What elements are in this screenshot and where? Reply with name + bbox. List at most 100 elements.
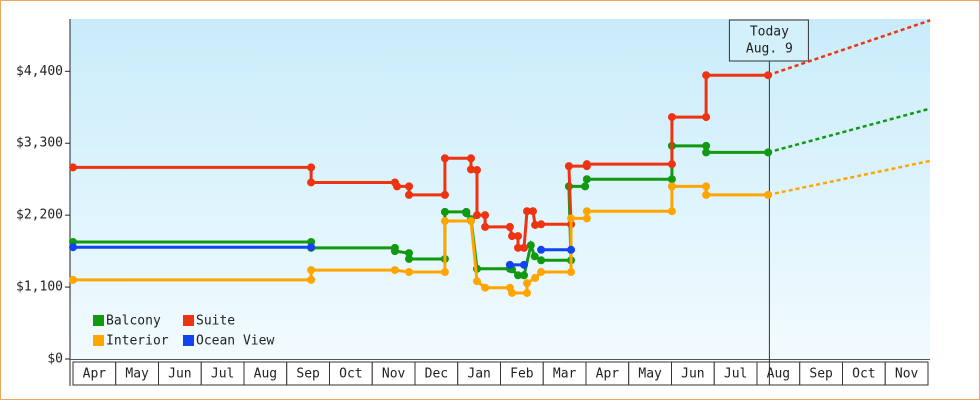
series-point bbox=[667, 175, 676, 184]
series-point bbox=[307, 178, 316, 187]
series-point bbox=[307, 266, 316, 275]
series-point bbox=[390, 247, 399, 256]
x-tick-label: Aug bbox=[254, 367, 277, 382]
today-label: Today bbox=[750, 25, 789, 40]
series-point bbox=[405, 254, 414, 263]
series-point bbox=[567, 245, 576, 254]
y-tick-label: $3,300 bbox=[16, 136, 63, 151]
series-point bbox=[467, 217, 476, 226]
series-point bbox=[702, 141, 711, 150]
x-tick-label: Dec bbox=[425, 367, 448, 382]
series-point bbox=[564, 162, 573, 171]
x-tick-label: May bbox=[638, 367, 662, 382]
x-tick-label: Oct bbox=[339, 367, 362, 382]
series-point bbox=[537, 245, 546, 254]
series-point bbox=[508, 232, 517, 241]
series-point bbox=[307, 243, 316, 252]
y-tick-label: $4,400 bbox=[16, 64, 63, 79]
series-point bbox=[307, 275, 316, 284]
series-point bbox=[528, 207, 537, 216]
x-tick-label: Sep bbox=[296, 367, 320, 382]
series-point bbox=[764, 71, 773, 80]
series-point bbox=[520, 243, 529, 252]
x-tick-label: Jun bbox=[168, 367, 191, 382]
x-tick-label: May bbox=[125, 367, 149, 382]
series-point bbox=[405, 190, 414, 199]
legend-label: Interior bbox=[106, 334, 169, 349]
series-point bbox=[537, 268, 546, 277]
series-point bbox=[472, 277, 481, 286]
y-tick-label: $1,100 bbox=[16, 280, 63, 295]
legend-label: Ocean View bbox=[196, 334, 274, 349]
series-point bbox=[440, 268, 449, 277]
series-point bbox=[405, 268, 414, 277]
y-tick-label: $0 bbox=[47, 352, 63, 367]
series-point bbox=[307, 163, 316, 172]
x-tick-label: Jun bbox=[681, 367, 704, 382]
series-point bbox=[390, 266, 399, 275]
series-point bbox=[667, 207, 676, 216]
x-tick-label: Mar bbox=[553, 367, 577, 382]
series-point bbox=[667, 182, 676, 191]
series-point bbox=[702, 148, 711, 157]
series-point bbox=[520, 260, 529, 269]
series-point bbox=[523, 207, 532, 216]
series-point bbox=[69, 163, 77, 172]
x-tick-label: Oct bbox=[852, 367, 875, 382]
x-tick-label: Feb bbox=[510, 367, 534, 382]
series-point bbox=[764, 190, 773, 199]
series-point bbox=[467, 154, 476, 163]
legend-swatch bbox=[93, 335, 104, 346]
series-point bbox=[481, 211, 490, 220]
series-point bbox=[667, 160, 676, 169]
series-point bbox=[514, 243, 523, 252]
series-point bbox=[69, 275, 77, 284]
series-point bbox=[567, 214, 576, 223]
x-tick-label: Nov bbox=[382, 367, 406, 382]
y-tick-label: $2,200 bbox=[16, 208, 63, 223]
series-point bbox=[537, 220, 546, 229]
series-point bbox=[505, 260, 514, 269]
series-point bbox=[531, 273, 540, 282]
series-point bbox=[667, 113, 676, 122]
series-point bbox=[530, 252, 539, 261]
series-point bbox=[472, 166, 481, 175]
series-point bbox=[523, 279, 532, 288]
series-point bbox=[508, 288, 517, 297]
series-point bbox=[702, 182, 711, 191]
plot-area bbox=[70, 19, 930, 359]
series-point bbox=[467, 165, 476, 174]
series-point bbox=[582, 175, 591, 184]
legend-swatch bbox=[183, 335, 194, 346]
series-point bbox=[531, 220, 540, 229]
legend-swatch bbox=[93, 315, 104, 326]
series-point bbox=[472, 211, 481, 220]
legend-swatch bbox=[183, 315, 194, 326]
series-point bbox=[567, 268, 576, 277]
series-point bbox=[582, 160, 591, 169]
x-tick-label: Apr bbox=[596, 367, 620, 382]
x-tick-label: Apr bbox=[83, 367, 107, 382]
x-tick-cell bbox=[884, 361, 929, 386]
series-point bbox=[582, 214, 591, 223]
series-point bbox=[405, 182, 414, 191]
series-point bbox=[405, 249, 414, 258]
series-point bbox=[537, 256, 546, 265]
series-point bbox=[526, 241, 535, 250]
today-box bbox=[728, 19, 809, 62]
series-point bbox=[581, 182, 590, 191]
series-point bbox=[462, 209, 471, 218]
series-point bbox=[393, 182, 402, 191]
series-point bbox=[523, 288, 532, 297]
legend-label: Balcony bbox=[106, 314, 161, 329]
series-point bbox=[702, 113, 711, 122]
today-label: Aug. 9 bbox=[746, 42, 793, 57]
series-point bbox=[440, 154, 449, 163]
series-point bbox=[440, 217, 449, 226]
x-tick-label: Jan bbox=[467, 367, 490, 382]
x-tick-label: Sep bbox=[809, 367, 833, 382]
x-tick-label: Jul bbox=[211, 367, 234, 382]
series-point bbox=[520, 271, 529, 280]
series-point bbox=[582, 207, 591, 216]
series-point bbox=[69, 243, 77, 252]
